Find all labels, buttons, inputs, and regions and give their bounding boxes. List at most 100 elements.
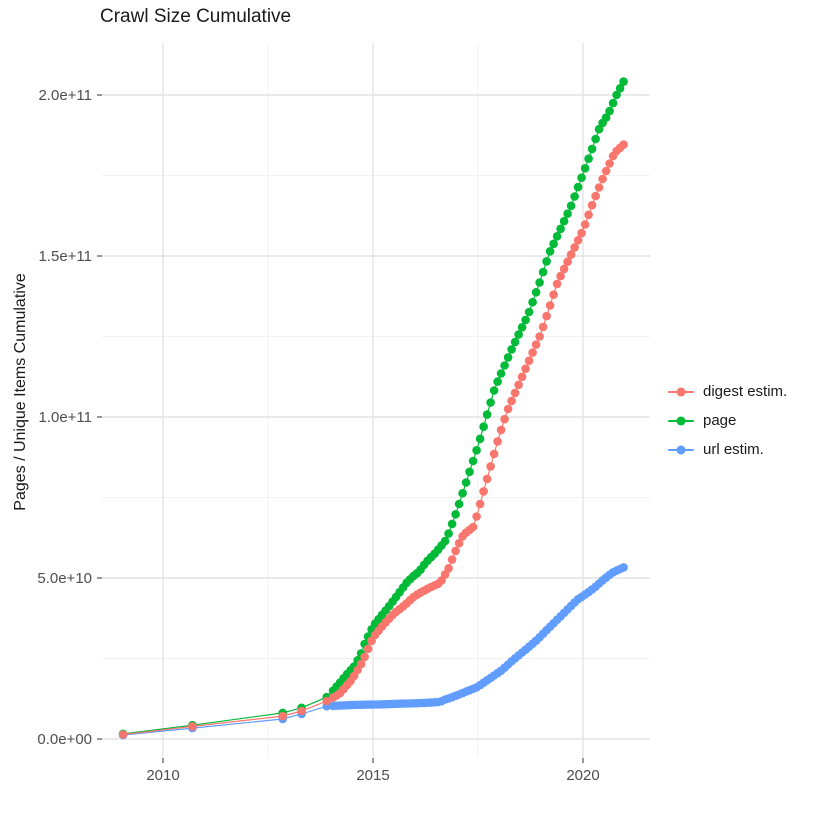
data-point — [363, 644, 373, 654]
data-point — [594, 124, 604, 134]
series-points-page — [118, 77, 628, 739]
data-point — [118, 730, 128, 739]
legend-entry-digest: digest estim. — [668, 377, 787, 406]
data-point — [524, 356, 534, 366]
x-tick-label: 2020 — [566, 767, 599, 784]
data-point — [528, 297, 537, 307]
data-point — [524, 307, 534, 317]
data-point — [556, 271, 565, 281]
data-point — [549, 290, 558, 300]
data-point — [531, 340, 541, 349]
data-point — [566, 201, 576, 211]
data-point — [542, 257, 551, 266]
data-point — [465, 467, 474, 477]
data-point — [468, 456, 478, 466]
data-point — [493, 377, 502, 386]
legend-entry-url: url estim. — [668, 435, 787, 464]
data-point — [580, 164, 590, 173]
data-point — [461, 478, 471, 487]
data-point — [535, 332, 544, 341]
data-point — [563, 257, 572, 267]
data-point — [517, 323, 527, 332]
data-point — [444, 529, 453, 538]
data-point — [619, 563, 628, 572]
y-tick-label: 1.5e+11 — [38, 248, 92, 265]
data-point — [447, 519, 457, 529]
data-point — [475, 434, 485, 444]
data-point — [549, 239, 558, 249]
data-point — [468, 522, 478, 532]
data-point — [559, 216, 569, 226]
data-point — [496, 369, 506, 378]
legend-label-digest: digest estim. — [703, 383, 788, 400]
data-point — [507, 396, 516, 406]
x-tick-label: 2015 — [356, 767, 389, 784]
legend-entry-page: page — [668, 406, 787, 435]
data-point — [601, 113, 611, 122]
data-point — [451, 546, 460, 556]
data-point — [507, 345, 516, 354]
data-point — [538, 267, 548, 277]
data-point — [587, 144, 597, 154]
data-point — [545, 247, 555, 256]
data-point — [510, 337, 520, 347]
data-point — [591, 191, 600, 201]
data-point — [559, 264, 569, 274]
data-point — [500, 361, 509, 370]
data-point — [552, 232, 562, 241]
data-point — [482, 410, 492, 419]
data-point — [587, 200, 597, 210]
data-point — [489, 449, 499, 459]
data-point — [542, 311, 551, 321]
data-point — [486, 462, 495, 471]
data-point — [591, 134, 600, 144]
legend-label-url: url estim. — [703, 441, 764, 458]
data-point — [500, 414, 509, 424]
data-point — [619, 140, 628, 149]
data-point — [580, 220, 590, 229]
legend-key-page-icon — [668, 412, 694, 430]
data-point — [573, 236, 583, 245]
data-point — [454, 499, 464, 509]
series-points-digest-estim- — [118, 140, 628, 739]
data-point — [605, 106, 614, 116]
data-point — [514, 380, 523, 390]
legend-key-url-icon — [668, 441, 694, 459]
data-point — [517, 372, 527, 382]
data-point — [594, 183, 604, 192]
data-point — [566, 250, 576, 259]
data-point — [489, 386, 499, 395]
y-tick-label: 2.0e+11 — [38, 87, 92, 104]
data-point — [458, 488, 467, 498]
data-point — [584, 210, 593, 220]
data-point — [356, 659, 366, 669]
data-point — [601, 166, 611, 176]
data-point — [482, 474, 492, 484]
data-point — [514, 330, 523, 339]
data-point — [475, 499, 485, 509]
data-point — [444, 564, 453, 573]
data-point — [535, 278, 544, 287]
data-point — [577, 173, 586, 182]
data-point — [619, 77, 628, 86]
data-point — [188, 722, 197, 731]
data-point — [278, 711, 288, 721]
data-point — [570, 243, 579, 252]
data-point — [496, 425, 506, 435]
legend-key-digest-icon — [668, 383, 694, 401]
data-point — [493, 437, 502, 446]
data-point — [521, 364, 530, 374]
data-point — [531, 288, 541, 297]
data-point — [486, 398, 495, 407]
data-point — [510, 388, 520, 398]
y-tick-label: 0.0e+00 — [37, 731, 92, 748]
data-point — [521, 315, 530, 325]
data-point — [538, 322, 548, 332]
data-point — [584, 154, 593, 163]
data-point — [615, 84, 625, 93]
data-point — [451, 510, 460, 519]
y-axis-title: Pages / Unique Items Cumulative — [12, 273, 29, 511]
data-point — [563, 209, 572, 218]
